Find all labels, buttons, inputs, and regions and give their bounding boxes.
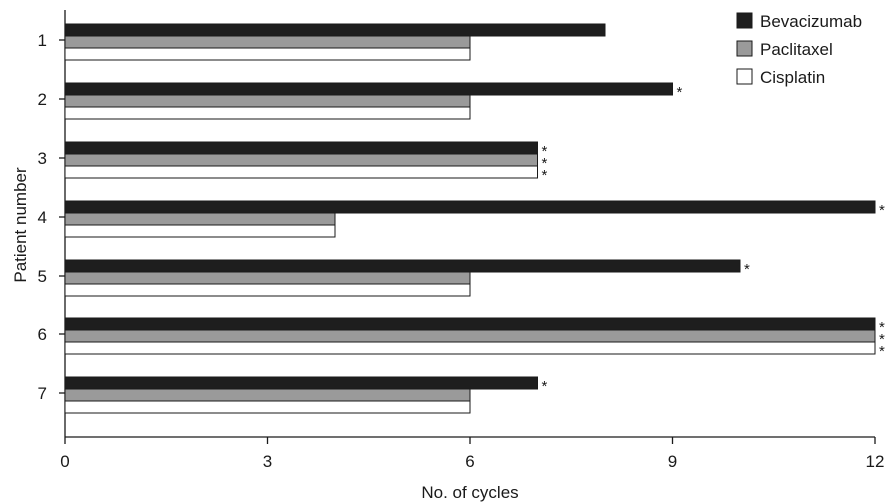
y-axis-title: Patient number: [11, 167, 30, 283]
bar-paclitaxel-patient-6: [64, 329, 876, 343]
y-tick-label-patient-3: 3: [38, 149, 47, 168]
x-tick-label: 3: [263, 452, 272, 471]
significance-star: *: [542, 378, 548, 395]
y-tick-label-patient-7: 7: [38, 384, 47, 403]
bar-bevacizumab-patient-2: [64, 82, 673, 96]
bar-cisplatin-patient-5: [64, 283, 471, 297]
bar-bevacizumab-patient-5: [64, 259, 741, 273]
bar-paclitaxel-patient-4: [64, 212, 336, 226]
x-tick-label: 12: [866, 452, 885, 471]
y-tick-label-patient-4: 4: [38, 208, 47, 227]
legend-swatch-paclitaxel: [736, 40, 753, 57]
bar-cisplatin-patient-1: [64, 47, 471, 61]
bar-paclitaxel-patient-3: [64, 153, 538, 167]
significance-star: *: [879, 202, 885, 219]
x-ticks: 0 3 6 9 12: [60, 437, 884, 471]
bar-bevacizumab-patient-7: [64, 376, 538, 390]
legend-label-paclitaxel: Paclitaxel: [760, 40, 833, 59]
bar-paclitaxel-patient-2: [64, 94, 471, 108]
legend-label-cisplatin: Cisplatin: [760, 68, 825, 87]
legend-label-bevacizumab: Bevacizumab: [760, 12, 862, 31]
y-tick-label-patient-6: 6: [38, 325, 47, 344]
bar-bevacizumab-patient-4: [64, 200, 876, 214]
bar-paclitaxel-patient-5: [64, 271, 471, 285]
significance-star: *: [677, 84, 683, 101]
significance-markers: **********: [542, 84, 886, 395]
bar-bevacizumab-patient-6: [64, 317, 876, 331]
y-tick-label-patient-5: 5: [38, 267, 47, 286]
y-tick-label-patient-1: 1: [38, 31, 47, 50]
bar-cisplatin-patient-3: [64, 165, 538, 179]
significance-star: *: [542, 155, 548, 172]
significance-star: *: [542, 143, 548, 160]
legend-swatch-bevacizumab: [736, 12, 753, 29]
x-tick-label: 6: [465, 452, 474, 471]
significance-star: *: [879, 331, 885, 348]
x-axis-title: No. of cycles: [421, 483, 518, 502]
bar-cisplatin-patient-4: [64, 224, 336, 238]
bar-bevacizumab-patient-1: [64, 23, 606, 37]
bar-cisplatin-patient-7: [64, 400, 471, 414]
bar-cisplatin-patient-6: [64, 341, 876, 355]
y-ticks: 1 2 3 4 5 6 7: [38, 31, 65, 403]
significance-star: *: [744, 261, 750, 278]
x-tick-label: 9: [668, 452, 677, 471]
bar-paclitaxel-patient-1: [64, 35, 471, 49]
bar-paclitaxel-patient-7: [64, 388, 471, 402]
legend-swatch-cisplatin: [736, 68, 753, 85]
bars: [64, 23, 876, 414]
bar-cisplatin-patient-2: [64, 106, 471, 120]
x-tick-label: 0: [60, 452, 69, 471]
significance-star: *: [542, 167, 548, 184]
significance-star: *: [879, 319, 885, 336]
bar-bevacizumab-patient-3: [64, 141, 538, 155]
significance-star: *: [879, 343, 885, 360]
y-tick-label-patient-2: 2: [38, 90, 47, 109]
legend: Bevacizumab Paclitaxel Cisplatin: [736, 12, 862, 87]
